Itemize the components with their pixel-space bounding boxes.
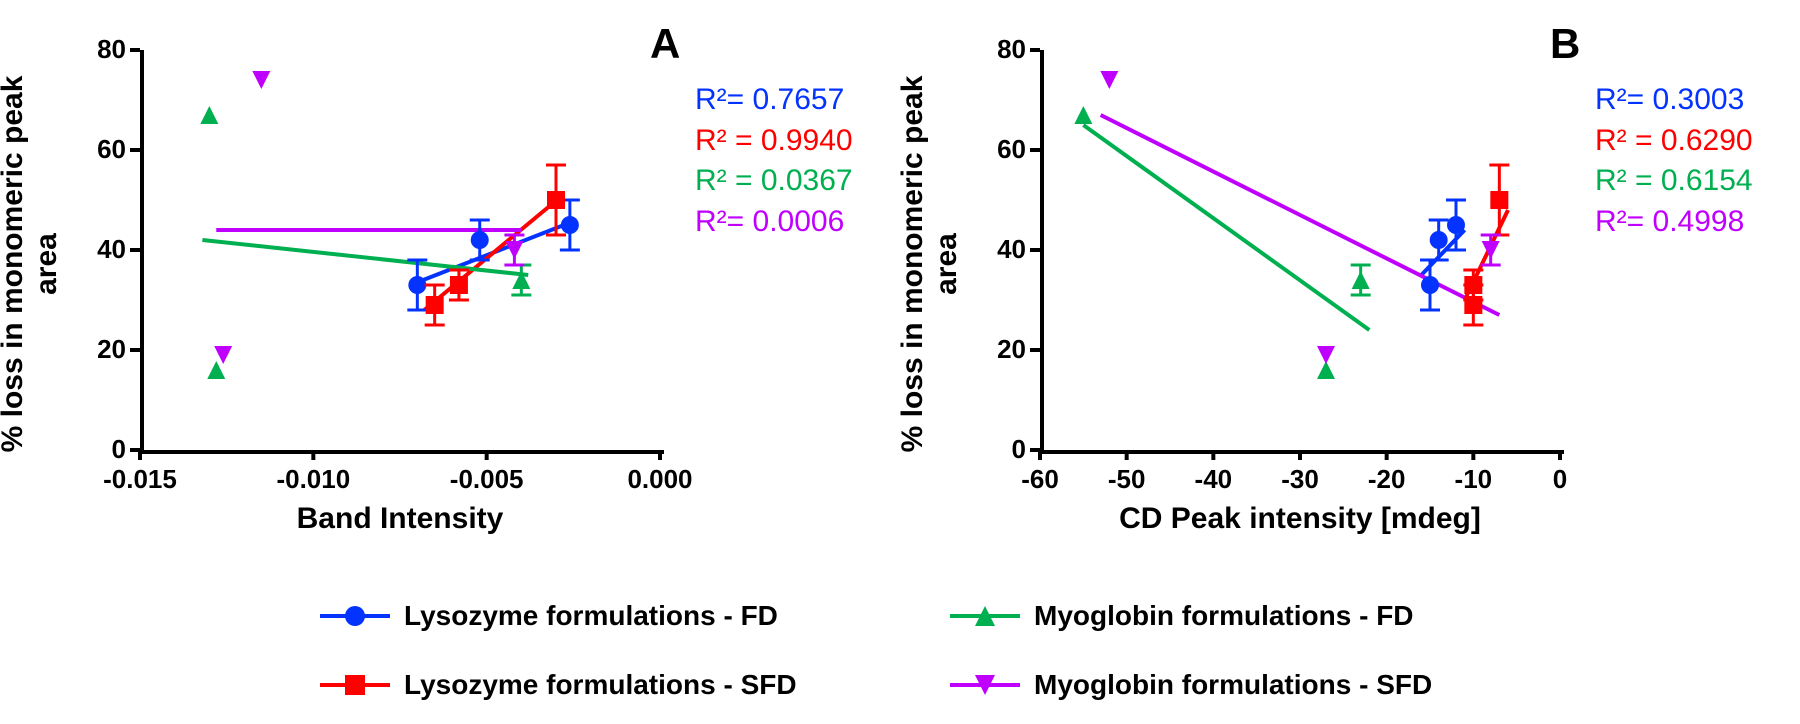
y-tick-label: 0 <box>1012 434 1026 465</box>
x-axis-label: CD Peak intensity [mdeg] <box>1040 502 1560 536</box>
r-squared-value: R² = 0.6154 <box>1595 161 1753 202</box>
r-squared-value: R²= 0.0006 <box>695 202 853 243</box>
x-axis-label: Band Intensity <box>140 502 660 536</box>
y-tick-label: 40 <box>997 234 1026 265</box>
legend-label: Myoglobin formulations - FD <box>1034 600 1414 632</box>
legend-swatch <box>320 601 390 631</box>
r-squared-block: R²= 0.3003R² = 0.6290R² = 0.6154R²= 0.49… <box>1595 80 1753 242</box>
y-tick-label: 0 <box>112 434 126 465</box>
x-tick-label: 0.000 <box>615 464 705 495</box>
legend-label: Myoglobin formulations - SFD <box>1034 669 1432 701</box>
x-tick-label: -30 <box>1255 464 1345 495</box>
r-squared-value: R² = 0.0367 <box>695 161 853 202</box>
y-tick-label: 60 <box>997 134 1026 165</box>
panel-letter: B <box>1550 20 1580 68</box>
panel-b: 020406080-60-50-40-30-20-100% loss in mo… <box>900 10 1800 570</box>
y-tick-label: 60 <box>97 134 126 165</box>
legend-item: Myoglobin formulations - FD <box>950 590 1520 641</box>
y-tick-label: 40 <box>97 234 126 265</box>
y-tick-label: 20 <box>97 334 126 365</box>
panel-a: 0 20 40 60 80 -0.015 -0.010 -0.005 0.000 % loss i… <box>0 10 900 570</box>
r-squared-value: R²= 0.3003 <box>1595 80 1753 121</box>
legend-label: Lysozyme formulations - FD <box>404 600 778 632</box>
r-squared-value: R²= 0.7657 <box>695 80 853 121</box>
y-tick-label: 80 <box>997 34 1026 65</box>
y-axis-label: % loss in monomeric peak area <box>896 64 964 464</box>
x-tick-label: -0.010 <box>268 464 358 495</box>
r-squared-value: R² = 0.6290 <box>1595 121 1753 162</box>
legend-item: Myoglobin formulations - SFD <box>950 659 1520 710</box>
x-tick-label: -0.015 <box>95 464 185 495</box>
legend-swatch <box>950 670 1020 700</box>
legend-label: Lysozyme formulations - SFD <box>404 669 797 701</box>
legend-swatch <box>320 670 390 700</box>
y-axis-label: % loss in monomeric peak area <box>0 64 64 464</box>
x-tick-label: -20 <box>1342 464 1432 495</box>
legend: Lysozyme formulations - FD Myoglobin form… <box>320 590 1520 710</box>
figure-row: 0 20 40 60 80 -0.015 -0.010 -0.005 0.000 % loss i… <box>0 10 1800 570</box>
panel-letter: A <box>650 20 680 68</box>
x-tick-label: -50 <box>1082 464 1172 495</box>
y-tick-label: 20 <box>997 334 1026 365</box>
x-tick-label: -40 <box>1168 464 1258 495</box>
x-tick-label: -0.005 <box>442 464 532 495</box>
legend-swatch <box>950 601 1020 631</box>
legend-item: Lysozyme formulations - SFD <box>320 659 890 710</box>
x-tick-label: 0 <box>1515 464 1605 495</box>
r-squared-block: R²= 0.7657R² = 0.9940R² = 0.0367R²= 0.00… <box>695 80 853 242</box>
r-squared-value: R² = 0.9940 <box>695 121 853 162</box>
x-tick-label: -10 <box>1428 464 1518 495</box>
x-tick-label: -60 <box>995 464 1085 495</box>
y-tick-label: 80 <box>97 34 126 65</box>
r-squared-value: R²= 0.4998 <box>1595 202 1753 243</box>
legend-item: Lysozyme formulations - FD <box>320 590 890 641</box>
